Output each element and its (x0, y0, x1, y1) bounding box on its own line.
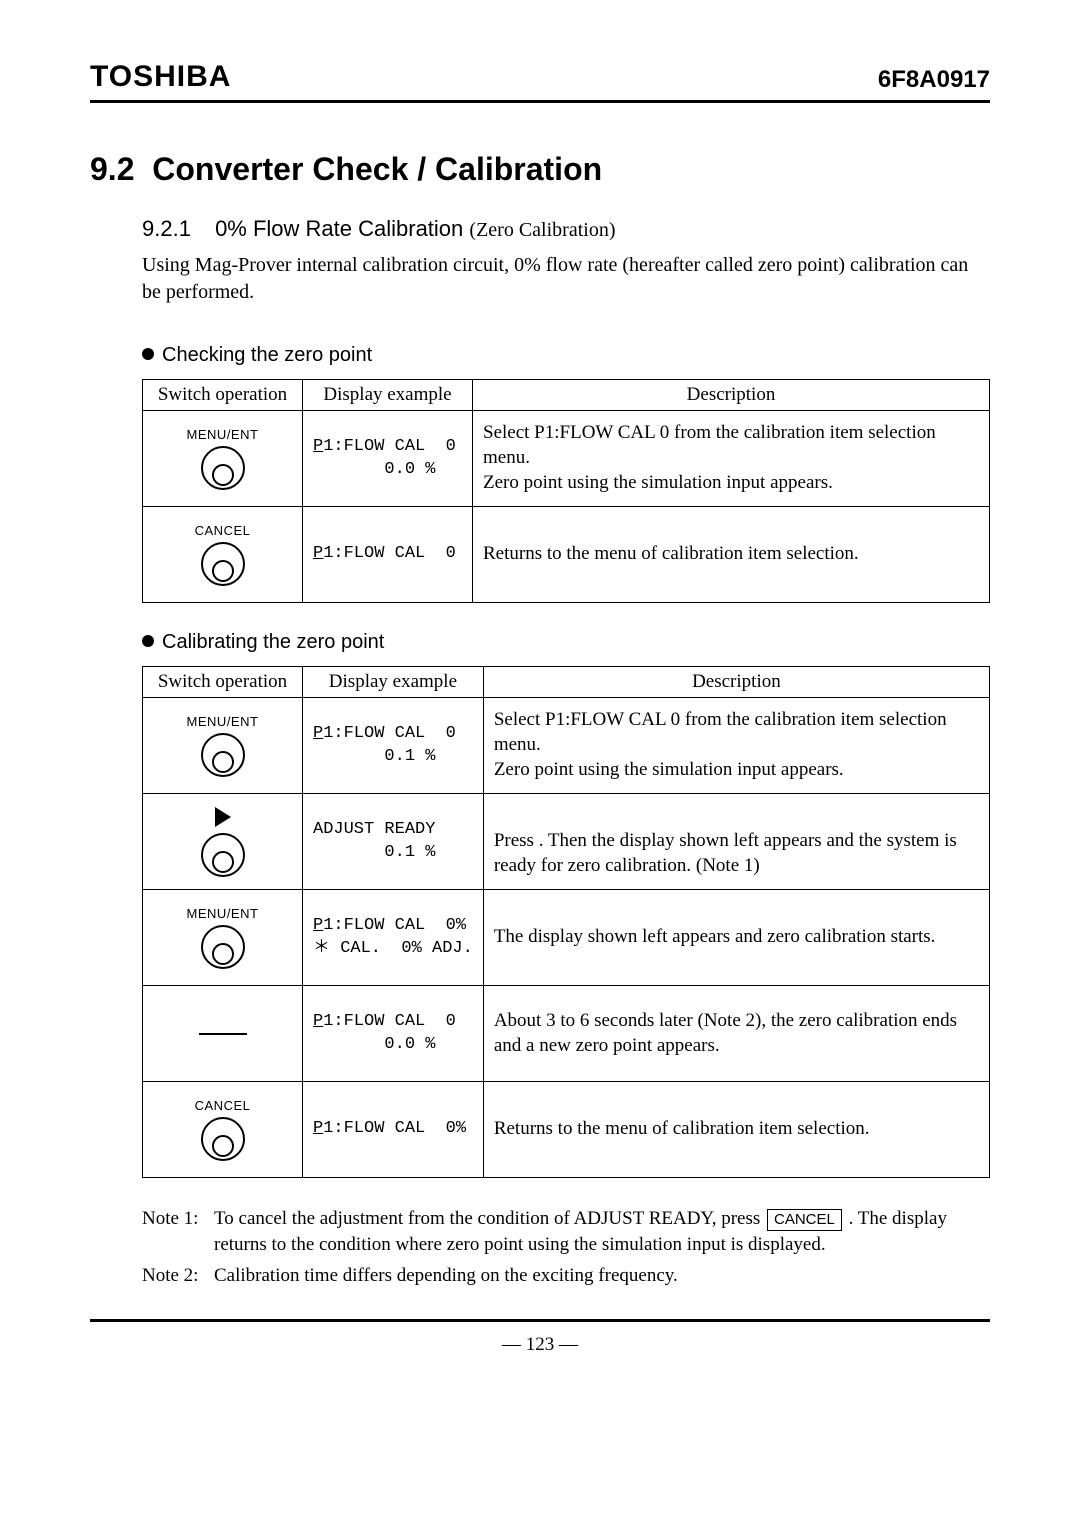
col-desc-header: Description (473, 380, 990, 411)
display-cell: P1:FLOW CAL 0 0.0 % (303, 411, 473, 507)
display-cell: P1:FLOW CAL 0 0.1 % (303, 698, 484, 794)
calibrating-heading: Calibrating the zero point (142, 631, 990, 654)
dash-icon (199, 1033, 247, 1035)
intro-paragraph: Using Mag-Prover internal calibration ci… (142, 252, 990, 306)
switch-cell: MENU/ENT (143, 890, 303, 986)
display-cell: ADJUST READY 0.1 % (303, 794, 484, 890)
subsection-heading: 9.2.1 0% Flow Rate Calibration (Zero Cal… (142, 216, 990, 242)
col-desc-header: Description (483, 667, 989, 698)
display-text: 1:FLOW CAL 0% (323, 1119, 466, 1138)
switch-label: CANCEL (153, 1098, 292, 1113)
switch-label: MENU/ENT (153, 714, 292, 729)
knob-icon (201, 925, 245, 969)
display-underline: P (313, 916, 323, 935)
switch-label: CANCEL (153, 523, 292, 538)
notes: Note 1: To cancel the adjustment from th… (142, 1206, 990, 1289)
description-cell: About 3 to 6 seconds later (Note 2), the… (483, 986, 989, 1082)
switch-cell: CANCEL (143, 507, 303, 603)
display-text: ADJUST READY 0.1 % (313, 819, 473, 865)
calibrating-heading-text: Calibrating the zero point (162, 631, 384, 653)
col-switch-header: Switch operation (143, 380, 303, 411)
switch-cell (143, 986, 303, 1082)
switch-cell: MENU/ENT (143, 411, 303, 507)
content: 9.2.1 0% Flow Rate Calibration (Zero Cal… (142, 216, 990, 1289)
switch-label: MENU/ENT (153, 427, 292, 442)
display-cell: P1:FLOW CAL 0% (303, 1082, 484, 1178)
knob-icon (201, 542, 245, 586)
knob-icon (201, 446, 245, 490)
table-row: CANCEL P1:FLOW CAL 0% Returns to the men… (143, 1082, 990, 1178)
description-cell: Select P1:FLOW CAL 0 from the calibratio… (473, 411, 990, 507)
knob-icon (201, 1117, 245, 1161)
switch-cell (143, 794, 303, 890)
section-number: 9.2 (90, 151, 134, 187)
col-switch-header: Switch operation (143, 667, 303, 698)
bullet-icon (142, 635, 154, 647)
display-cell: P1:FLOW CAL 0 (303, 507, 473, 603)
note-1-text: To cancel the adjustment from the condit… (214, 1206, 990, 1257)
calibrating-table: Switch operation Display example Descrip… (142, 666, 990, 1178)
display-underline: P (313, 1119, 323, 1138)
subsection-title: 0% Flow Rate Calibration (215, 216, 463, 241)
document-number: 6F8A0917 (878, 66, 990, 94)
page: TOSHIBA 6F8A0917 9.2 Converter Check / C… (0, 0, 1080, 1396)
note-2: Note 2: Calibration time differs dependi… (142, 1263, 990, 1289)
table-row: P1:FLOW CAL 0 0.0 % About 3 to 6 seconds… (143, 986, 990, 1082)
table-row: ADJUST READY 0.1 % Press . Then the disp… (143, 794, 990, 890)
display-cell: P1:FLOW CAL 0 0.0 % (303, 986, 484, 1082)
checking-heading: Checking the zero point (142, 344, 990, 367)
switch-cell: CANCEL (143, 1082, 303, 1178)
col-display-header: Display example (303, 380, 473, 411)
knob-icon (201, 833, 245, 877)
display-underline: P (313, 544, 323, 563)
bullet-icon (142, 348, 154, 360)
description-cell: Returns to the menu of calibration item … (473, 507, 990, 603)
subsection-paren: (Zero Calibration) (469, 219, 615, 241)
table-row: CANCEL P1:FLOW CAL 0 Returns to the menu… (143, 507, 990, 603)
header-bar: TOSHIBA 6F8A0917 (90, 60, 990, 103)
table-row: MENU/ENT P1:FLOW CAL 0 0.0 % Select P1:F… (143, 411, 990, 507)
note-2-text: Calibration time differs depending on th… (214, 1263, 990, 1289)
display-cell: P1:FLOW CAL 0% ＊ CAL. 0% ADJ. (303, 890, 484, 986)
col-display-header: Display example (303, 667, 484, 698)
display-text: 1:FLOW CAL 0% ＊ CAL. 0% ADJ. (313, 916, 473, 958)
checking-heading-text: Checking the zero point (162, 344, 372, 366)
table-row: MENU/ENT P1:FLOW CAL 0% ＊ CAL. 0% ADJ. T… (143, 890, 990, 986)
description-cell: Select P1:FLOW CAL 0 from the calibratio… (483, 698, 989, 794)
checking-table: Switch operation Display example Descrip… (142, 379, 990, 603)
display-underline: P (313, 724, 323, 743)
display-text: 1:FLOW CAL 0 0.0 % (313, 1012, 456, 1054)
section-title: 9.2 Converter Check / Calibration (90, 151, 990, 188)
display-text: 1:FLOW CAL 0 0.1 % (313, 724, 456, 766)
note-2-label: Note 2: (142, 1263, 214, 1289)
note-1-label: Note 1: (142, 1206, 214, 1257)
display-underline: P (313, 437, 323, 456)
switch-label: MENU/ENT (153, 906, 292, 921)
table-row: MENU/ENT P1:FLOW CAL 0 0.1 % Select P1:F… (143, 698, 990, 794)
display-text: 1:FLOW CAL 0 (323, 544, 456, 563)
description-cell: Returns to the menu of calibration item … (483, 1082, 989, 1178)
knob-icon (201, 733, 245, 777)
switch-cell: MENU/ENT (143, 698, 303, 794)
note-1-pre: To cancel the adjustment from the condit… (214, 1208, 765, 1229)
display-text: 1:FLOW CAL 0 0.0 % (313, 437, 456, 479)
section-name: Converter Check / Calibration (152, 151, 602, 187)
note-1: Note 1: To cancel the adjustment from th… (142, 1206, 990, 1257)
description-cell: The display shown left appears and zero … (483, 890, 989, 986)
cancel-box: CANCEL (767, 1209, 842, 1231)
page-number: — 123 — (502, 1334, 578, 1355)
subsection-number: 9.2.1 (142, 216, 191, 242)
display-underline: P (313, 1012, 323, 1031)
footer-bar: — 123 — (90, 1319, 990, 1356)
description-cell: Press . Then the display shown left appe… (483, 794, 989, 890)
brand-logo: TOSHIBA (90, 60, 231, 94)
play-icon (215, 807, 231, 827)
